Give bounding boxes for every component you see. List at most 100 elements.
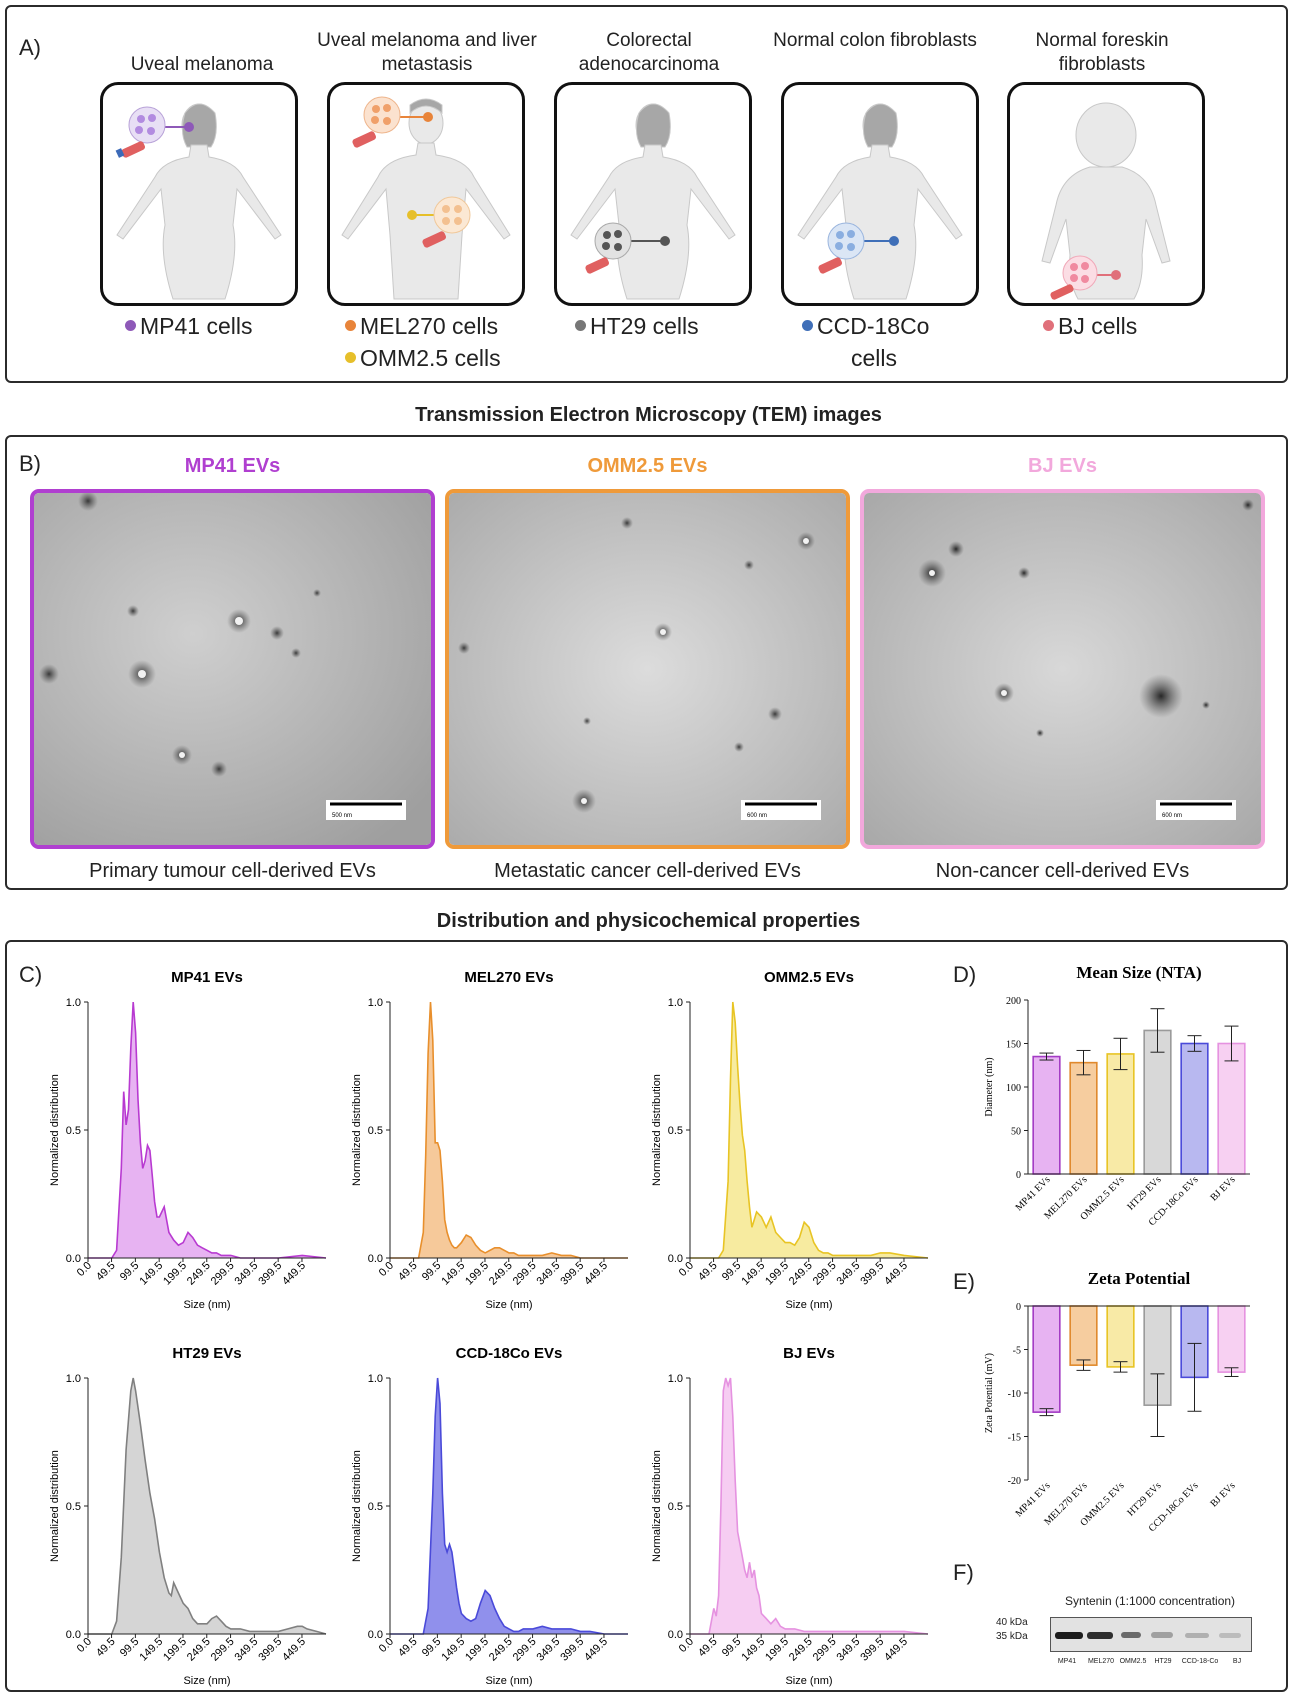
y-tick-label: 0: [1016, 1170, 1021, 1181]
y-tick-label: 1.0: [668, 1373, 683, 1385]
color-dot-icon: [345, 320, 356, 332]
x-tick-label: 249.5: [487, 1636, 515, 1664]
y-tick-label: 0.0: [66, 1629, 81, 1641]
y-tick-label: 0.5: [66, 1125, 81, 1137]
x-tick-label: 349.5: [233, 1636, 261, 1664]
y-tick-label: 0.0: [668, 1253, 683, 1265]
baby-silhouette-icon: [1041, 102, 1171, 300]
figure-card-ht29: [554, 82, 752, 306]
chart-title: HT29 EVs: [172, 1345, 241, 1362]
x-tick-label: 49.5: [94, 1636, 118, 1660]
cell-label-ccd18co: CCD-18Co: [802, 311, 929, 341]
y-axis-label: Normalized distribution: [49, 1450, 61, 1562]
x-tick-label: 449.5: [280, 1636, 308, 1664]
distribution-area: [88, 1002, 326, 1258]
cell-label-bj: BJ cells: [1043, 311, 1137, 341]
blot-lane-labels: MP41 MEL270 OMM2.5 HT29 CCD-18-Co BJ: [1050, 1658, 1254, 1665]
y-axis-label: Normalized distribution: [651, 1450, 663, 1562]
distribution-line: [390, 1001, 628, 1259]
distribution-area: [88, 1378, 326, 1634]
y-tick-label: 0.0: [668, 1629, 683, 1641]
y-tick-label: 0.5: [368, 1501, 383, 1513]
x-tick-label: 299.5: [511, 1260, 539, 1288]
tem-image-omm25: 600 nm: [445, 489, 850, 849]
group-title-uveal-melanoma: Uveal melanoma: [130, 54, 274, 75]
x-tick-label: 399.5: [256, 1636, 284, 1664]
chart-title: OMM2.5 EVs: [764, 969, 854, 986]
x-tick-label: 299.5: [209, 1260, 237, 1288]
lane-label: BJ: [1232, 1658, 1242, 1665]
group-title-colorectal: Colorectal adenocarcinoma: [578, 30, 720, 75]
x-tick-label: 149.5: [739, 1260, 767, 1288]
y-tick-label: -15: [1008, 1433, 1021, 1444]
y-tick-label: 1.0: [668, 997, 683, 1009]
chart-title: CCD-18Co EVs: [456, 1345, 563, 1362]
blot-membrane: [1050, 1617, 1252, 1652]
lane-label: MEL270: [1087, 1658, 1115, 1665]
blot-band: [1151, 1632, 1173, 1638]
y-tick-label: 0: [1016, 1302, 1021, 1313]
x-tick-label: 299.5: [811, 1636, 839, 1664]
color-dot-icon: [1043, 320, 1054, 332]
tem-title-bj: BJ EVs: [1028, 455, 1097, 477]
x-tick-label: 49.5: [396, 1636, 420, 1660]
x-tick-label: 299.5: [811, 1260, 839, 1288]
x-axis-label: Size (nm): [785, 1675, 832, 1687]
y-tick-label: 150: [1006, 1040, 1021, 1051]
chart-title: Mean Size (NTA): [1076, 963, 1201, 982]
color-dot-icon: [802, 320, 813, 332]
x-tick-label: 149.5: [739, 1636, 767, 1664]
y-axis-label: Zeta Potential (mV): [984, 1353, 995, 1433]
x-tick-label: 299.5: [511, 1636, 539, 1664]
x-tick-label: 399.5: [858, 1636, 886, 1664]
x-axis-label: Size (nm): [183, 1675, 230, 1687]
figure-card-bj: [1007, 82, 1205, 306]
y-tick-label: 0.0: [66, 1253, 81, 1265]
y-axis-label: Normalized distribution: [351, 1450, 363, 1562]
tem-caption-metastatic: Metastatic cancer cell-derived EVs: [494, 860, 801, 882]
bar: [1069, 1061, 1098, 1175]
panel-a-letter: A): [19, 35, 41, 60]
x-tick-label: 149.5: [439, 1260, 467, 1288]
bar: [1032, 1305, 1061, 1413]
x-tick-label: 399.5: [858, 1260, 886, 1288]
woman-silhouette-icon: [797, 103, 963, 300]
x-tick-label: 199.5: [463, 1636, 491, 1664]
lane-label: HT29: [1154, 1658, 1172, 1665]
x-axis-label: Size (nm): [485, 1675, 532, 1687]
distribution-area: [390, 1378, 628, 1634]
panel-e-letter: E): [953, 1269, 975, 1294]
x-tick-label: 249.5: [185, 1260, 213, 1288]
x-tick-label: 199.5: [161, 1260, 189, 1288]
blot-marker-35: 35 kDa: [996, 1631, 1028, 1642]
y-tick-label: -5: [1013, 1346, 1021, 1357]
x-tick-label: 149.5: [137, 1636, 165, 1664]
tem-title-omm25: OMM2.5 EVs: [587, 455, 708, 477]
x-axis-label: Size (nm): [785, 1299, 832, 1311]
lane-label: CCD-18-Co: [1181, 1658, 1219, 1665]
x-tick-label: 349.5: [535, 1636, 563, 1664]
color-dot-icon: [345, 352, 356, 364]
y-tick-label: 1.0: [368, 1373, 383, 1385]
y-tick-label: 0.5: [668, 1125, 683, 1137]
group-title-foreskin-fibroblasts: Normal foreskin fibroblasts: [1035, 30, 1169, 75]
woman-silhouette-icon: [115, 103, 282, 300]
group-title-colon-fibroblasts: Normal colon fibroblasts: [773, 30, 977, 51]
bar: [1217, 1305, 1246, 1373]
tem-micrograph-image: 600 nm: [864, 493, 1261, 845]
x-tick-label: 399.5: [558, 1260, 586, 1288]
tem-image-mp41: 500 nm: [30, 489, 435, 849]
distribution-line: [88, 1001, 327, 1259]
figure-card-mp41: [100, 82, 298, 306]
x-tick-label: 249.5: [787, 1260, 815, 1288]
x-tick-label: 349.5: [835, 1636, 863, 1664]
group-title-liver-metastasis: Uveal melanoma and liver metastasis: [317, 30, 537, 75]
lane-label: OMM2.5: [1119, 1658, 1147, 1665]
y-tick-label: 0.0: [368, 1253, 383, 1265]
bar: [1180, 1042, 1209, 1175]
blot-band: [1087, 1632, 1113, 1639]
figure-card-ccd18co: [781, 82, 979, 306]
